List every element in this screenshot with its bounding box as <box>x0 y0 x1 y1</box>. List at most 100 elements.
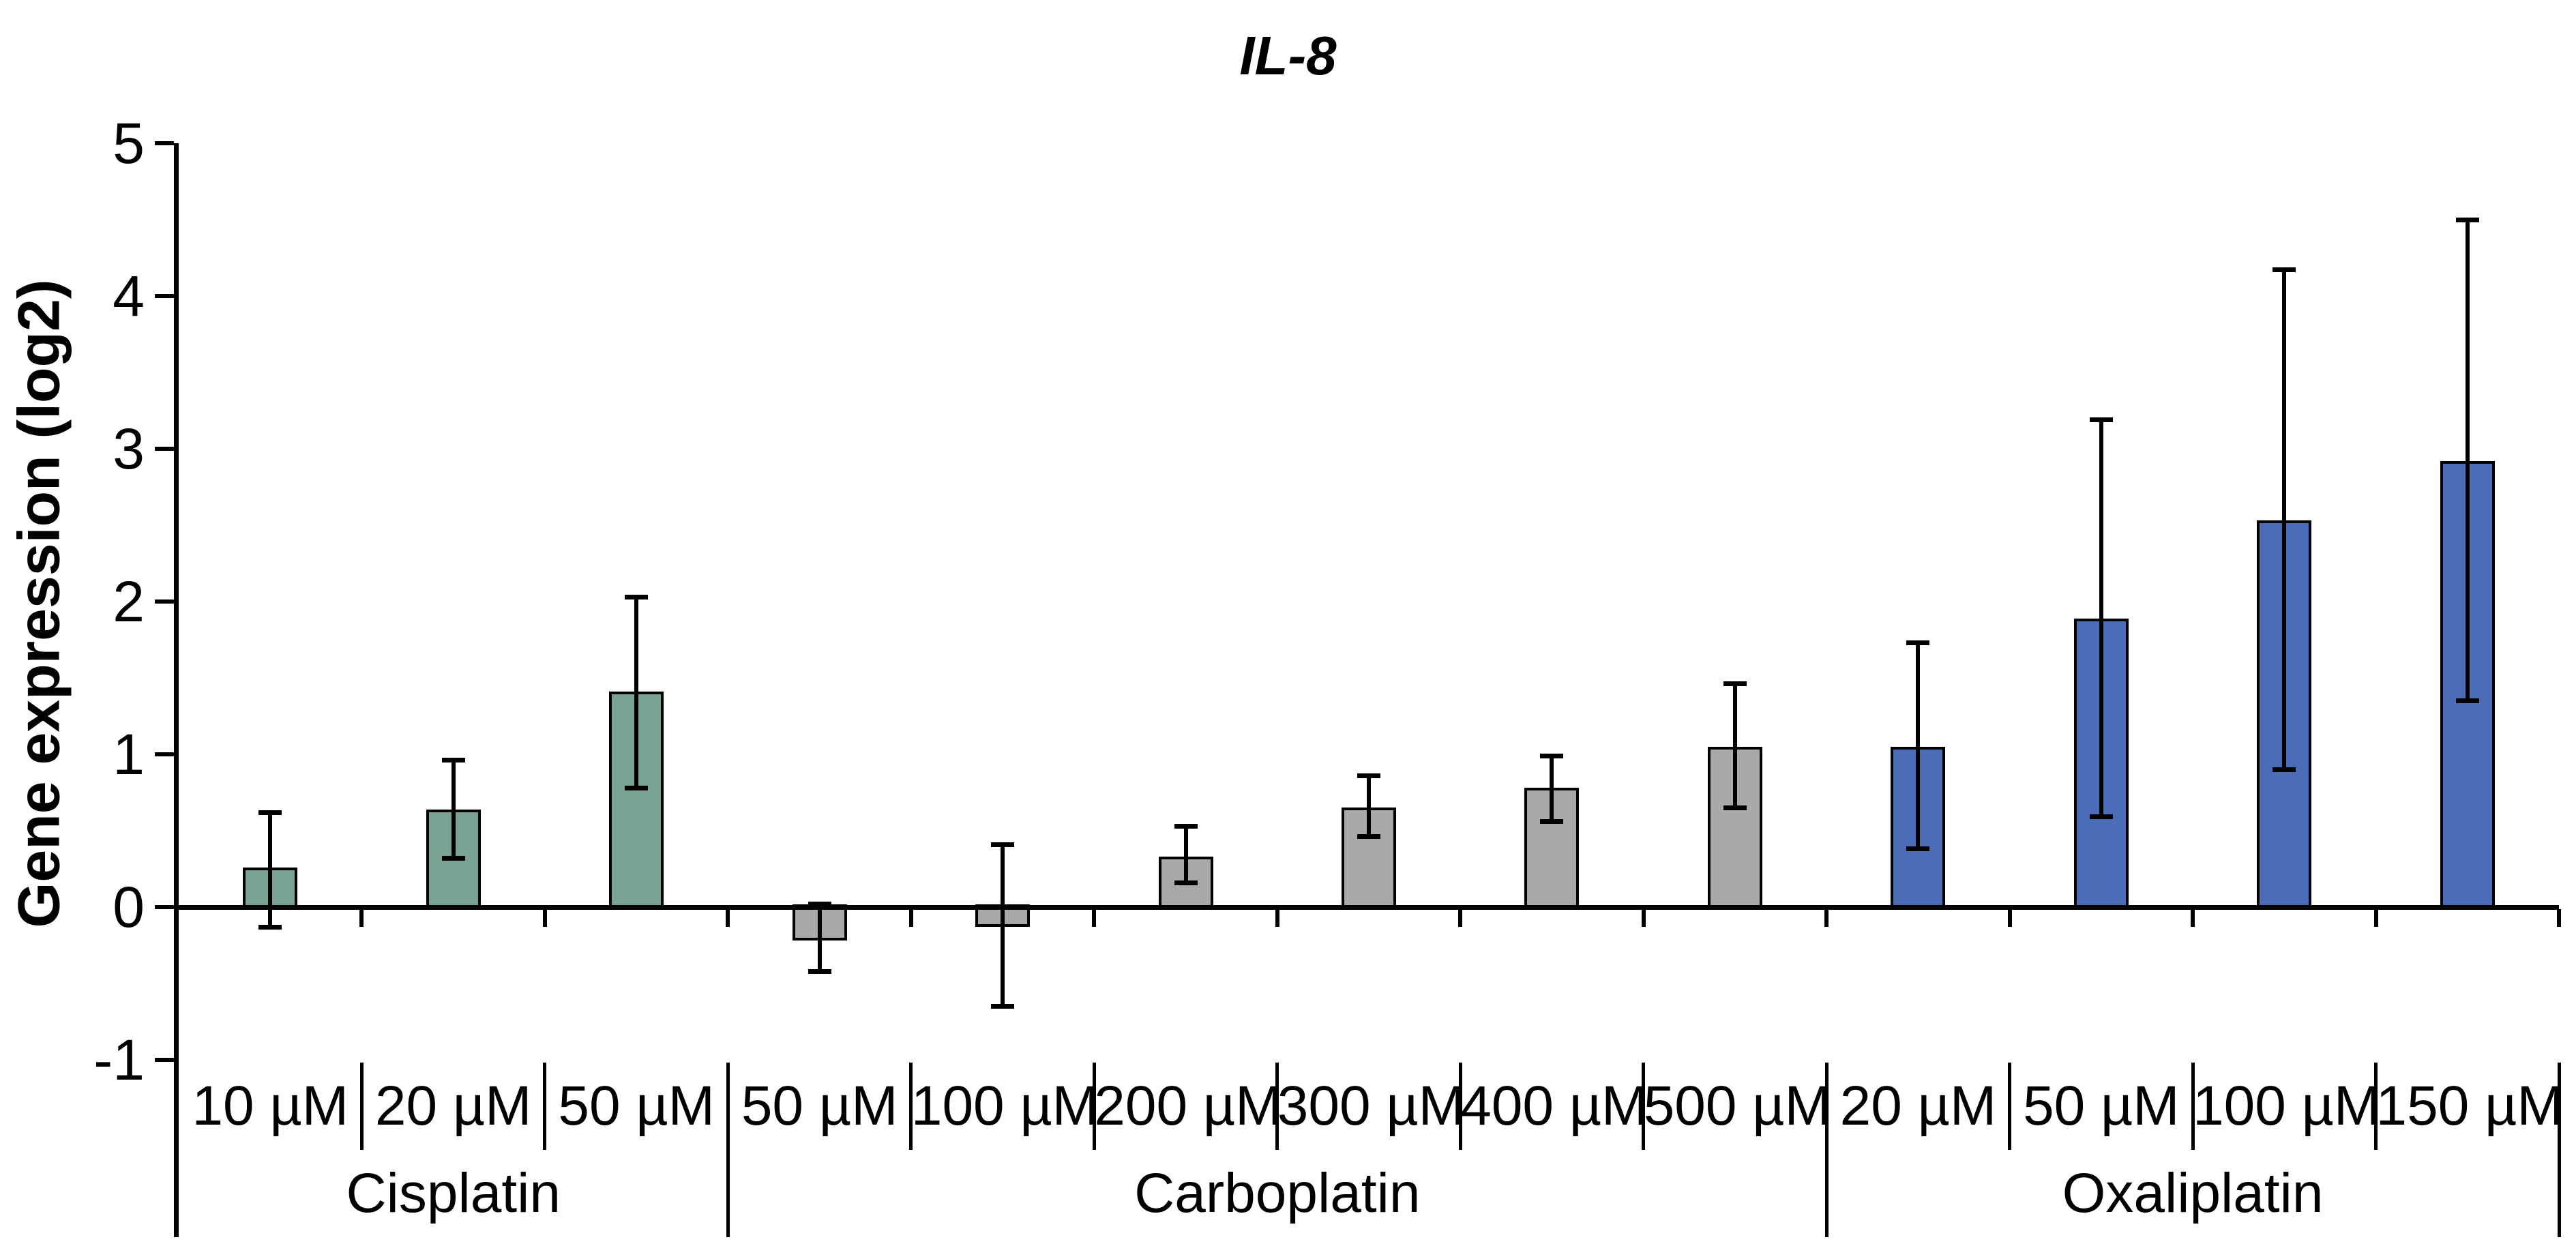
x-label-10-µm: 10 µM <box>192 1075 349 1137</box>
y-tick-label-4: 4 <box>113 264 145 328</box>
error-bar-line <box>2282 269 2287 770</box>
y-axis-tick <box>155 294 174 298</box>
error-bar-cap-bottom <box>625 785 649 790</box>
x-axis-tick <box>1641 909 1646 927</box>
error-bar-cap-bottom <box>2272 767 2296 772</box>
x-label-150-µm: 150 µM <box>2375 1075 2564 1137</box>
x-label-50-µm: 50 µM <box>2023 1075 2180 1137</box>
x-label-200-µm: 200 µM <box>1094 1075 1282 1137</box>
error-bar-cap-bottom <box>1357 834 1380 840</box>
x-label-100-µm: 100 µM <box>911 1075 1099 1137</box>
y-axis-line <box>174 143 179 1237</box>
error-bar-line <box>1916 642 1921 849</box>
category-separator <box>1458 1063 1462 1150</box>
category-separator <box>1642 1063 1646 1150</box>
chart-title: IL-8 <box>1239 25 1337 86</box>
x-axis-tick <box>2007 909 2012 927</box>
category-separator <box>2374 1063 2378 1150</box>
y-axis-tick <box>155 905 174 909</box>
error-bar-line <box>1550 756 1554 822</box>
x-axis-tick <box>1824 909 1829 927</box>
error-bar-cap-top <box>991 842 1015 847</box>
error-bar-cap-bottom <box>1174 880 1198 885</box>
x-label-50-µm: 50 µM <box>741 1075 898 1137</box>
category-separator <box>1275 1063 1279 1150</box>
y-axis-tick <box>155 141 174 145</box>
y-axis-tick <box>155 599 174 604</box>
error-bar-line <box>1367 775 1371 837</box>
error-bar-cap-top <box>2455 217 2479 222</box>
x-axis-tick <box>359 909 364 927</box>
error-bar-cap-bottom <box>258 924 282 930</box>
y-tick-label-5: 5 <box>113 111 145 175</box>
x-axis-tick <box>2191 909 2195 927</box>
error-bar-line <box>1001 844 1005 1007</box>
error-bar-cap-bottom <box>1906 846 1930 852</box>
error-bar-line <box>2099 419 2103 817</box>
error-bar-cap-top <box>1357 773 1380 778</box>
y-tick-label-0: 0 <box>113 875 145 939</box>
error-bar-cap-top <box>808 902 831 907</box>
error-bar-cap-top <box>1174 823 1198 829</box>
group-label-carboplatin: Carboplatin <box>1134 1162 1421 1224</box>
y-tick-label-2: 2 <box>113 569 145 634</box>
group-label-cisplatin: Cisplatin <box>346 1162 561 1224</box>
category-separator <box>909 1063 913 1150</box>
y-axis-tick <box>155 752 174 756</box>
x-label-300-µm: 300 µM <box>1277 1075 1465 1137</box>
error-bar-cap-top <box>1540 753 1564 758</box>
category-separator <box>543 1063 547 1150</box>
x-axis-tick <box>1458 909 1463 927</box>
x-label-100-µm: 100 µM <box>2193 1075 2381 1137</box>
error-bar-cap-bottom <box>441 855 465 861</box>
category-separator <box>2191 1063 2195 1150</box>
x-label-20-µm: 20 µM <box>1839 1075 1997 1137</box>
error-bar-line <box>1732 683 1737 808</box>
error-bar-cap-bottom <box>1540 819 1564 825</box>
error-bar-cap-top <box>1723 681 1747 687</box>
error-bar-line <box>1183 826 1188 883</box>
error-bar-line <box>268 812 273 928</box>
x-axis-tick <box>726 909 730 927</box>
error-bar-cap-top <box>625 594 649 599</box>
category-separator <box>1092 1063 1096 1150</box>
error-bar-line <box>817 904 822 972</box>
x-axis-line <box>174 905 2559 910</box>
error-bar-cap-top <box>1906 640 1930 645</box>
x-label-400-µm: 400 µM <box>1460 1075 1648 1137</box>
error-bar-cap-bottom <box>2455 698 2479 704</box>
error-bar-cap-bottom <box>1723 805 1747 810</box>
category-separator <box>2008 1063 2012 1150</box>
x-axis-tick <box>1092 909 1097 927</box>
error-bar-cap-top <box>258 810 282 815</box>
group-separator <box>726 1063 730 1237</box>
group-separator <box>2557 1063 2561 1237</box>
error-bar-cap-top <box>2272 267 2296 273</box>
y-tick-label--1: -1 <box>93 1028 145 1092</box>
error-bar-cap-bottom <box>808 968 831 974</box>
group-label-oxaliplatin: Oxaliplatin <box>2062 1162 2324 1224</box>
error-bar-cap-bottom <box>991 1004 1015 1009</box>
x-label-500-µm: 500 µM <box>1643 1075 1831 1137</box>
error-bar-cap-top <box>2089 417 2113 422</box>
error-bar-line <box>634 597 639 788</box>
error-bar-line <box>451 760 456 859</box>
x-axis-tick <box>908 909 913 927</box>
error-bar-cap-bottom <box>2089 814 2113 820</box>
x-label-50-µm: 50 µM <box>558 1075 715 1137</box>
x-axis-tick <box>1275 909 1279 927</box>
group-separator <box>1824 1063 1829 1237</box>
x-label-20-µm: 20 µM <box>374 1075 532 1137</box>
error-bar-line <box>2465 220 2470 701</box>
y-tick-label-1: 1 <box>113 722 145 786</box>
y-axis-tick <box>155 1058 174 1062</box>
y-tick-label-3: 3 <box>113 417 145 481</box>
x-axis-tick <box>2557 909 2561 927</box>
category-separator <box>359 1063 364 1150</box>
x-axis-tick <box>542 909 547 927</box>
error-bar-cap-top <box>441 758 465 763</box>
y-axis-tick <box>155 447 174 451</box>
x-axis-tick <box>2373 909 2378 927</box>
